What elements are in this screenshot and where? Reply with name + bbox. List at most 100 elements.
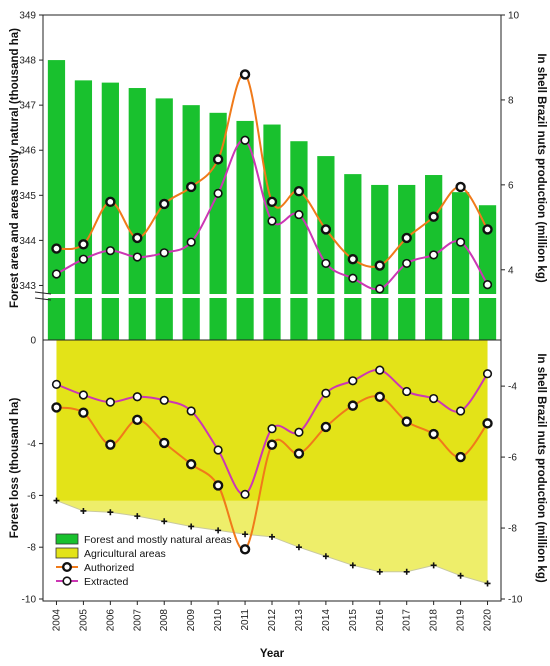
legend-label-3: Extracted [84, 576, 129, 588]
bottom-authorized-point-2018 [428, 428, 439, 440]
bottom-authorized-point-2016 [374, 391, 385, 402]
agricultural-point-2012 [269, 533, 275, 540]
x-tick-label-2014: 2014 [321, 609, 332, 632]
legend-marker-2 [62, 562, 73, 573]
x-axis-title: Year [260, 648, 285, 660]
top-extracted-point-2012 [267, 216, 277, 226]
top-extracted-point-2008 [159, 248, 169, 258]
top-authorized-point-2019 [455, 181, 466, 193]
bottom-authorized-point-2015 [347, 400, 359, 411]
top-authorized-point-2004 [51, 243, 62, 254]
x-tick-label-2012: 2012 [267, 609, 278, 632]
bottom-left-tick-label--4: -4 [27, 439, 36, 450]
forest-bar-2007 [128, 88, 146, 340]
agricultural-point-2008 [161, 518, 168, 525]
agricultural-point-2017 [403, 568, 410, 575]
top-right-tick-label-6: 6 [508, 180, 514, 191]
bottom-extracted-point-2018 [429, 393, 439, 404]
top-authorized-point-2006 [105, 196, 116, 208]
top-extracted-point-2020 [482, 280, 493, 290]
forest-bar-2010 [209, 112, 227, 340]
forest-bar-2005 [74, 80, 93, 340]
x-tick-label-2020: 2020 [483, 609, 494, 632]
top-left-tick-label-349: 349 [19, 11, 36, 22]
x-tick-label-2008: 2008 [159, 609, 170, 632]
bottom-authorized-point-2004 [51, 402, 62, 413]
forest-bar-2012 [263, 124, 281, 340]
x-tick-label-2010: 2010 [213, 609, 224, 632]
bottom-extracted-point-2012 [267, 424, 277, 434]
x-tick-label-2015: 2015 [348, 609, 359, 632]
top-authorized-point-2016 [374, 260, 385, 271]
legend-label-0: Forest and mostly natural areas [84, 534, 232, 546]
bottom-authorized-point-2019 [455, 451, 466, 463]
forest-bar-2019 [451, 192, 470, 340]
legend-swatch-0 [55, 533, 79, 545]
top-left-tick-label-346: 346 [19, 146, 36, 157]
legend: Forest and mostly natural areas Agricultu… [55, 533, 232, 588]
agricultural-point-2004 [53, 497, 60, 504]
top-left-tick-label-343: 343 [19, 281, 36, 292]
agricultural-point-2010 [215, 527, 222, 534]
top-authorized-point-2007 [132, 232, 143, 244]
top-extracted-point-2009 [186, 237, 196, 247]
bottom-left-tick-label-0: 0 [30, 336, 36, 347]
top-authorized-point-2011 [239, 69, 251, 80]
top-extracted-point-2004 [51, 269, 62, 279]
x-tick-label-2013: 2013 [294, 609, 305, 632]
forest-bar-2009 [182, 105, 200, 341]
bottom-authorized-point-2017 [401, 416, 412, 427]
agricultural-point-2006 [107, 509, 114, 516]
axis-break-band [43, 294, 501, 298]
bottom-extracted-point-2009 [186, 406, 196, 416]
bottom-authorized-point-2013 [293, 448, 305, 459]
top-extracted-point-2017 [402, 258, 412, 269]
bottom-authorized-point-2020 [482, 418, 493, 429]
bottom-left-axis-title: Forest loss (thousand ha) [9, 398, 21, 539]
bottom-extracted-point-2020 [482, 369, 493, 379]
top-extracted-point-2016 [375, 284, 385, 294]
bottom-extracted-point-2010 [213, 445, 223, 455]
top-left-tick-label-344: 344 [19, 236, 36, 247]
top-right-tick-label-10: 10 [508, 11, 520, 22]
x-tick-label-2007: 2007 [132, 609, 143, 632]
forest-bar-2014 [317, 156, 335, 340]
agricultural-point-2018 [430, 562, 437, 569]
x-tick-label-2004: 2004 [51, 609, 62, 632]
agricultural-point-2011 [242, 531, 249, 538]
agricultural-point-2020 [484, 580, 491, 587]
top-authorized-point-2014 [320, 224, 332, 235]
bottom-authorized-line [56, 395, 489, 551]
forest-bar-2006 [101, 82, 119, 340]
bottom-right-axis-title: In shell Brazil nuts production (million… [535, 353, 547, 583]
bottom-extracted-point-2015 [348, 376, 358, 386]
bottom-extracted-point-2008 [159, 395, 169, 405]
agricultural-point-2005 [80, 507, 87, 514]
top-authorized-point-2020 [482, 224, 493, 235]
top-extracted-point-2010 [213, 188, 223, 198]
top-left-tick-label-345: 345 [19, 191, 36, 202]
top-authorized-point-2017 [401, 232, 412, 244]
top-authorized-point-2012 [266, 196, 278, 208]
bottom-authorized-point-2008 [159, 437, 170, 449]
bottom-left-tick-label--6: -6 [27, 491, 36, 502]
x-tick-label-2019: 2019 [456, 609, 467, 632]
bottom-extracted-point-2011 [240, 489, 250, 499]
bottom-extracted-point-2019 [455, 406, 466, 416]
legend-marker-3 [62, 576, 72, 586]
bottom-authorized-point-2010 [212, 480, 224, 491]
bottom-right-tick-label--8: -8 [508, 524, 517, 535]
top-authorized-point-2009 [185, 181, 197, 193]
agricultural-point-2013 [295, 544, 302, 551]
top-authorized-point-2013 [293, 186, 305, 197]
agricultural-point-2019 [457, 572, 464, 579]
bottom-right-tick-label--6: -6 [508, 453, 517, 464]
forest-bar-2008 [155, 98, 173, 341]
top-right-axis-title: In shell Brazil nuts production (million… [535, 53, 547, 283]
top-authorized-point-2008 [159, 198, 170, 210]
top-extracted-point-2019 [455, 237, 466, 247]
top-authorized-point-2005 [78, 239, 89, 250]
agricultural-point-2016 [376, 568, 383, 575]
legend-label-1: Agricultural areas [84, 548, 166, 560]
